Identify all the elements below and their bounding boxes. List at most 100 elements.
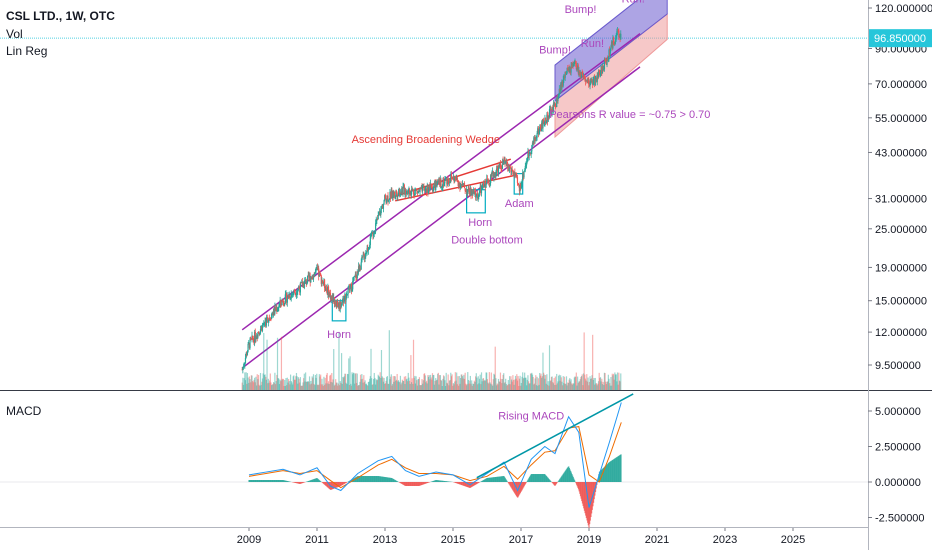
candle-body	[370, 233, 372, 236]
candle-body	[506, 161, 508, 166]
volume-bar	[607, 374, 609, 390]
macd-histogram-bar	[581, 482, 584, 504]
macd-histogram-bar	[467, 482, 469, 488]
macd-histogram-bar	[380, 476, 382, 482]
macd-histogram-bar	[410, 482, 412, 486]
macd-histogram-bar	[325, 482, 327, 487]
volume-bar	[265, 379, 267, 390]
candle-body	[278, 306, 280, 309]
volume-bar	[447, 374, 449, 390]
candle-body	[404, 189, 406, 195]
volume-bar	[573, 383, 575, 390]
volume-bar	[565, 383, 567, 390]
macd-histogram-bar	[388, 477, 390, 482]
candle-body	[285, 293, 287, 295]
candle-body	[592, 81, 594, 85]
volume-bar	[297, 383, 299, 390]
candle-body	[322, 282, 324, 284]
macd-histogram-bar	[285, 480, 287, 482]
volume-bar	[538, 384, 540, 390]
candle-body	[532, 142, 534, 144]
volume-bar	[534, 378, 536, 390]
volume-bar	[508, 384, 510, 390]
candle-body	[579, 72, 581, 76]
candle-body	[385, 198, 387, 203]
volume-bar	[327, 381, 330, 390]
macd-histogram-bar	[580, 482, 582, 499]
macd-histogram-bar	[544, 474, 546, 482]
candle-body	[386, 195, 388, 201]
candle-body	[587, 79, 589, 83]
candle-body	[376, 218, 378, 221]
macd-histogram-bar	[460, 482, 462, 485]
candle-body	[481, 186, 483, 188]
volume-bar	[433, 384, 436, 390]
macd-histogram-bar	[405, 482, 408, 486]
macd-histogram-bar	[402, 482, 404, 485]
candle-body	[505, 162, 507, 163]
macd-histogram-bar	[387, 477, 389, 482]
volume-bar	[541, 376, 543, 390]
volume-bar	[484, 379, 486, 390]
linreg-legend[interactable]: Lin Reg	[6, 44, 48, 58]
volume-bar	[469, 375, 471, 390]
volume-bar	[254, 377, 256, 390]
macd-histogram-bar	[518, 482, 520, 496]
volume-legend[interactable]: Vol	[6, 27, 23, 41]
volume-bar	[586, 374, 588, 390]
macd-histogram-bar	[440, 480, 442, 482]
macd-tick-label: 0.000000	[875, 477, 921, 489]
candle-body	[554, 103, 556, 105]
candle-body	[328, 292, 330, 298]
candle-body	[505, 161, 507, 163]
macd-histogram-bar	[436, 480, 438, 482]
candle-body	[459, 183, 461, 188]
candle-body	[434, 182, 436, 191]
volume-bar	[479, 374, 481, 390]
candle-body	[250, 338, 252, 340]
volume-bar	[448, 385, 450, 390]
macd-histogram-bar	[459, 482, 461, 485]
macd-histogram-bar	[269, 480, 271, 482]
candle-body	[476, 193, 478, 196]
volume-bar	[316, 373, 318, 390]
time-tick-label: 2023	[713, 534, 737, 546]
macd-histogram-bar	[342, 482, 344, 485]
candle-body	[366, 248, 368, 254]
candle-body	[288, 295, 290, 298]
candle-body	[558, 94, 560, 96]
volume-bar	[376, 380, 378, 390]
candle-body	[546, 114, 548, 122]
macd-histogram-bar	[543, 474, 546, 482]
candle-body	[560, 84, 562, 89]
candle-body	[614, 38, 617, 43]
volume-bar	[316, 384, 318, 390]
macd-histogram-bar	[317, 479, 319, 482]
macd-histogram-bar	[419, 482, 421, 486]
volume-bar	[423, 373, 425, 390]
macd-histogram-bar	[427, 482, 429, 483]
candle-body	[619, 36, 621, 40]
symbol-legend[interactable]: CSL LTD., 1W, OTC	[6, 9, 115, 23]
volume-bar	[526, 379, 528, 390]
macd-histogram-bar	[279, 480, 281, 482]
volume-bar	[322, 384, 324, 390]
volume-bar	[472, 383, 474, 390]
candle-body	[597, 70, 600, 77]
volume-bar	[311, 376, 313, 390]
volume-bar	[578, 381, 580, 390]
volume-bar	[338, 331, 340, 390]
candles[interactable]	[241, 26, 622, 374]
macd-legend[interactable]: MACD	[6, 404, 42, 418]
macd-histogram-bar	[524, 482, 527, 484]
candle-body	[618, 30, 620, 38]
candle-body	[588, 84, 590, 87]
candle-body	[269, 318, 271, 320]
volume-bar	[345, 382, 347, 390]
macd-histogram-bar	[529, 475, 531, 482]
candle-body	[329, 292, 331, 294]
macd-pane[interactable]: Rising MACD	[0, 393, 868, 528]
macd-histogram-bar	[521, 482, 523, 491]
volume-bar	[392, 376, 394, 390]
